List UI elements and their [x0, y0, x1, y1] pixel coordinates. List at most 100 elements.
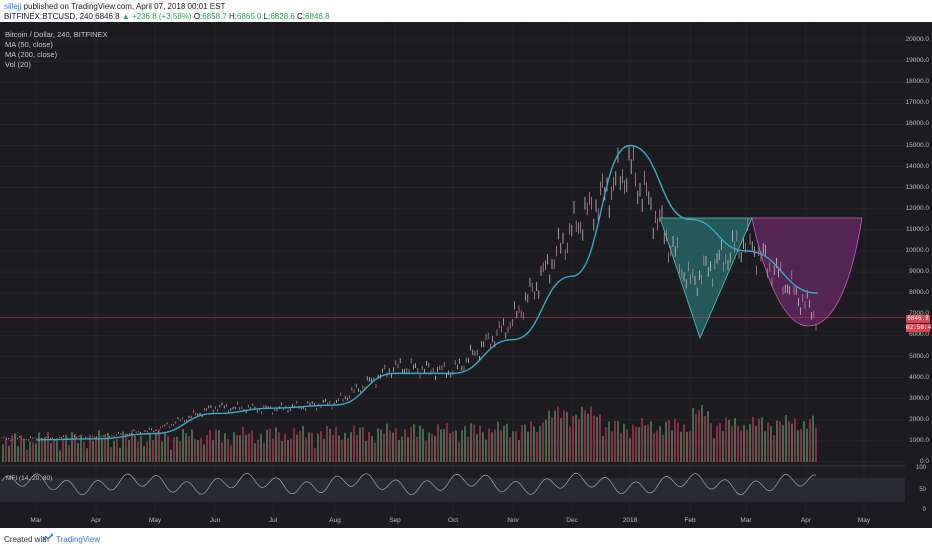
volume-bar	[635, 426, 637, 462]
volume-bar	[197, 440, 199, 462]
price-tick-label: 4000.0	[909, 373, 929, 381]
high-value: 6865.0	[236, 12, 262, 21]
close-value: 6846.8	[305, 12, 330, 21]
volume-bar	[458, 442, 460, 462]
volume-bar	[554, 410, 556, 462]
volume-bar	[107, 433, 109, 462]
volume-bar	[431, 434, 433, 462]
price-tick-label: 3000.0	[909, 394, 929, 402]
mfi-line	[1, 472, 817, 496]
volume-bar	[140, 435, 142, 462]
volume-bar	[59, 450, 61, 462]
volume-bar	[641, 418, 643, 462]
time-tick-label: 2018	[622, 517, 638, 524]
volume-bar	[464, 426, 466, 462]
volume-bar	[596, 416, 598, 462]
legend-ma50[interactable]: MA (50, close)	[5, 40, 53, 49]
volume-bar	[728, 419, 730, 462]
volume-bar	[44, 437, 46, 462]
volume-bar	[281, 440, 283, 462]
volume-bar	[506, 423, 508, 462]
volume-bar	[500, 430, 502, 462]
volume-bar	[245, 434, 247, 462]
volume-bar	[116, 439, 118, 462]
volume-bar	[188, 436, 190, 462]
low-value: 6828.6	[270, 12, 295, 21]
volume-bar	[764, 431, 766, 462]
volume-bar	[323, 438, 325, 462]
time-axis[interactable]: Mar Apr May Jun Jul Aug Sep Oct Nov Dec 2018 Feb Mar…	[0, 516, 905, 528]
volume-bar	[203, 444, 205, 462]
volume-bar	[293, 428, 295, 462]
volume-bar	[302, 425, 304, 462]
volume-bar	[614, 420, 616, 462]
volume-bar	[593, 415, 595, 462]
volume-bar	[608, 421, 610, 462]
volume-bar	[320, 431, 322, 462]
volume-bar	[683, 424, 685, 462]
volume-bar	[539, 426, 541, 462]
time-tick-label: Apr	[800, 517, 812, 524]
price-axis[interactable]: 20000.0 19000.0 18000.0 17000.0 16000.0 15000…	[905, 22, 932, 516]
price-tick-label: 13000.0	[905, 183, 930, 191]
legend-volume[interactable]: Vol (20)	[5, 60, 31, 69]
volume-bar	[194, 439, 196, 462]
time-tick-label: Oct	[447, 517, 459, 524]
legend-ma200[interactable]: MA (200, close)	[5, 50, 58, 59]
volume-bar	[20, 434, 22, 462]
volume-bar	[455, 430, 457, 462]
volume-bar	[620, 433, 622, 462]
volume-bar	[452, 431, 454, 462]
volume-bar	[14, 433, 16, 462]
purple-bowl-pattern	[751, 217, 863, 327]
volume-bar	[296, 434, 298, 462]
legend-title: Bitcoin / Dollar, 240, BITFINEX	[5, 30, 108, 39]
volume-bar	[461, 430, 463, 462]
volume-bar	[164, 433, 166, 462]
volume-bar	[347, 438, 349, 462]
volume-bar	[746, 429, 748, 462]
symbol-info: BITFINEX:BTCUSD, 240 6846.8	[4, 12, 122, 21]
tradingview-brand[interactable]: TradingView	[56, 535, 101, 544]
volume-bar	[152, 439, 154, 462]
price-tick-label: 12000.0	[905, 204, 930, 212]
ma50-line	[35, 144, 819, 441]
volume-bar	[761, 417, 763, 462]
author-link[interactable]: sillejj	[4, 2, 22, 11]
volume-bar	[47, 432, 49, 462]
volume-bar	[572, 415, 574, 462]
volume-bar	[62, 438, 64, 462]
volume-bar	[446, 422, 448, 462]
time-tick-label: Mar	[30, 517, 42, 524]
volume-bar	[563, 410, 565, 462]
volume-bar	[401, 436, 403, 462]
time-tick-label: May	[857, 517, 871, 524]
volume-bar	[731, 426, 733, 462]
open-label: O:	[193, 12, 203, 21]
volume-bar	[722, 430, 724, 462]
volume-bar	[575, 414, 577, 462]
volume-bar	[680, 431, 682, 462]
volume-bar	[419, 425, 421, 462]
time-tick-label: Sep	[389, 517, 401, 524]
mfi-band	[0, 478, 905, 502]
volume-bar	[734, 417, 736, 462]
volume-bar	[536, 432, 538, 462]
price-change: ▲ +236.8 (+3.58%)	[121, 12, 192, 21]
volume-bar	[2, 444, 4, 462]
volume-bar	[494, 429, 496, 462]
volume-bar	[701, 404, 703, 462]
volume-bar	[656, 430, 658, 462]
volume-bar	[17, 445, 19, 462]
volume-bar	[173, 437, 175, 462]
volume-bar	[227, 439, 229, 462]
volume-bar	[530, 420, 532, 462]
volume-bar	[758, 418, 760, 462]
volume-bar	[629, 437, 631, 462]
volume-bar	[212, 440, 214, 462]
volume-bar	[449, 433, 451, 462]
time-tick-label: Jun	[209, 517, 221, 524]
price-tick-label: 17000.0	[905, 99, 930, 107]
volume-bar	[53, 440, 55, 462]
